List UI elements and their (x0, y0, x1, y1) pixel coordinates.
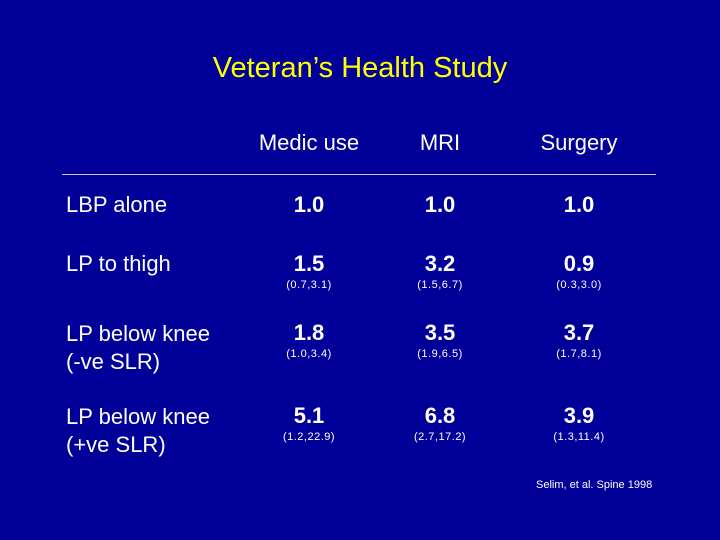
value-cell: 0.9 (563, 251, 595, 276)
row-label-line: LBP alone (66, 192, 168, 217)
value-cell: 3.2 (424, 251, 456, 276)
confidence-interval: (1.7,8.1) (556, 348, 602, 360)
value-cell: 5.1 (293, 403, 325, 428)
confidence-interval: (1.3,11.4) (553, 431, 605, 443)
value-cell: 1.5 (293, 251, 325, 276)
column-header-medic-use: Medic use (258, 130, 360, 155)
row-label-lp-to-thigh: LP to thigh (66, 250, 171, 278)
column-header-mri: MRI (419, 130, 461, 155)
confidence-interval: (1.9,6.5) (417, 348, 463, 360)
value-cell: 6.8 (424, 403, 456, 428)
row-label-lbp-alone: LBP alone (66, 191, 167, 219)
value-cell: 1.8 (293, 320, 325, 345)
confidence-interval: (1.2,22.9) (282, 431, 336, 443)
column-header-surgery: Surgery (540, 130, 618, 155)
header-divider (62, 174, 656, 175)
row-label-lp-below-knee-pos-slr: LP below knee (+ve SLR) (66, 403, 210, 459)
value-cell: 1.0 (563, 192, 595, 217)
confidence-interval: (1.5,6.7) (417, 279, 463, 291)
confidence-interval: (0.3,3.0) (556, 279, 602, 291)
confidence-interval: (1.0,3.4) (286, 348, 332, 360)
slide-title: Veteran’s Health Study (212, 52, 508, 84)
row-label-line: (-ve SLR) (66, 349, 161, 374)
confidence-interval: (0.7,3.1) (286, 279, 332, 291)
row-label-line: LP below knee (66, 321, 210, 346)
row-label-lp-below-knee-neg-slr: LP below knee (-ve SLR) (66, 320, 210, 376)
confidence-interval: (2.7,17.2) (413, 431, 467, 443)
row-label-line: (+ve SLR) (66, 432, 166, 457)
row-label-line: LP to thigh (66, 251, 171, 276)
value-cell: 3.9 (563, 403, 595, 428)
citation: Selim, et al. Spine 1998 (536, 479, 653, 491)
value-cell: 3.7 (563, 320, 595, 345)
value-cell: 3.5 (424, 320, 456, 345)
value-cell: 1.0 (424, 192, 456, 217)
row-label-line: LP below knee (66, 404, 210, 429)
value-cell: 1.0 (293, 192, 325, 217)
